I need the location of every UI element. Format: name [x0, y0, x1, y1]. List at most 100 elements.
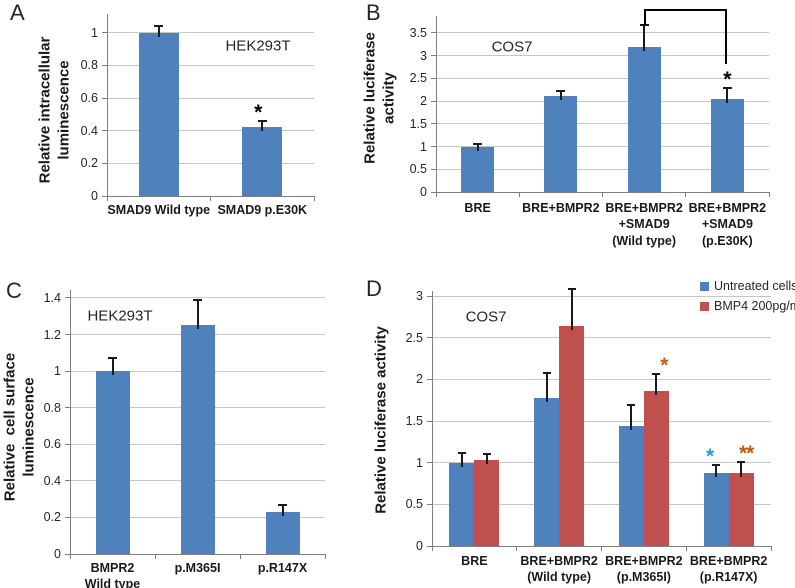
y-tick-label: 0 [420, 185, 427, 199]
y-tick-mark [102, 64, 107, 66]
error-bar-line [476, 144, 479, 151]
y-tick-label: 1.4 [43, 290, 61, 305]
legend: Untreated cells BMP4 200pg/ml [700, 276, 795, 316]
y-tick-label: 0.4 [80, 123, 98, 138]
y-axis-line [432, 291, 433, 546]
y-tick-label: 0 [91, 189, 98, 203]
bar-A-c1-s0 [242, 127, 283, 196]
y-tick-label: 0.6 [80, 91, 98, 106]
y-tick-mark [65, 480, 70, 482]
gridline [70, 516, 325, 518]
x-category-label: p.M365I [174, 561, 221, 575]
cell-line-label: HEK293T [87, 307, 153, 325]
bar-D-c0-s0 [449, 462, 475, 546]
bar-D-c2-s1 [643, 391, 669, 546]
x-axis-line [107, 196, 315, 197]
y-tick-label: 0.8 [80, 58, 98, 73]
bar-D-c0-s1 [474, 460, 500, 546]
error-bar-cap [482, 452, 491, 455]
x-axis-line [70, 554, 326, 555]
legend-row: Untreated cells [700, 276, 795, 296]
gridline [70, 443, 325, 445]
y-tick-label: 2.5 [409, 71, 427, 86]
y-tick-mark [427, 462, 432, 464]
y-tick-mark [427, 420, 432, 422]
gridline [436, 55, 769, 57]
error-bar-line [157, 26, 160, 37]
cell-line-label: COS7 [491, 38, 533, 56]
x-tick-mark [210, 196, 211, 201]
legend-swatch-icon [700, 301, 709, 311]
x-tick-mark [602, 192, 603, 197]
gridline [70, 480, 325, 482]
y-tick-mark [65, 334, 70, 336]
gridline [107, 97, 314, 99]
significance-star: * [254, 100, 263, 124]
bar-C-c0-s0 [95, 371, 130, 554]
x-category-label: BRE+BMPR2 [522, 201, 600, 215]
error-bar-line [111, 358, 114, 376]
gridline [432, 462, 771, 464]
gridline [436, 100, 769, 102]
x-tick-mark [431, 546, 433, 551]
y-tick-mark [431, 55, 436, 57]
error-bar-cap [278, 503, 287, 506]
error-bar-cap [542, 371, 551, 374]
bar-B-c0-s0 [461, 146, 495, 192]
y-tick-label: 3.5 [409, 25, 427, 40]
x-tick-mark [106, 196, 108, 201]
y-tick-label: 0.8 [43, 400, 61, 415]
error-bar-line [570, 288, 573, 331]
error-bar-cap [639, 23, 649, 26]
bar-D-c2-s0 [618, 426, 644, 546]
y-tick-label: 0.5 [405, 497, 423, 512]
gridline [432, 420, 771, 422]
significance-star: ** [738, 441, 754, 465]
x-category-label: SMAD9 p.E30K [217, 203, 308, 217]
x-tick-mark [518, 192, 520, 197]
y-tick-mark [427, 503, 432, 505]
y-tick-label: 0 [54, 547, 61, 561]
y-tick-label: 1 [420, 139, 427, 154]
y-axis-title: Relative cell surface luminescence [1, 352, 37, 502]
bar-C-c2-s0 [265, 511, 300, 554]
y-tick-mark [65, 553, 70, 555]
error-bar-cap [652, 372, 661, 375]
bar-B-c2-s0 [627, 46, 661, 192]
y-tick-label: 0.2 [43, 510, 61, 525]
panel-letter: C [6, 278, 22, 303]
y-tick-label: 1 [54, 364, 61, 379]
x-tick-mark [770, 546, 772, 551]
x-tick-mark [685, 546, 687, 551]
x-tick-mark [239, 554, 241, 559]
bar-D-c1-s0 [534, 397, 560, 546]
error-bar-line [545, 372, 548, 402]
y-tick-mark [431, 77, 436, 79]
y-tick-mark [65, 297, 70, 299]
y-tick-mark [102, 97, 107, 99]
y-tick-mark [431, 191, 436, 193]
x-axis-line [432, 546, 772, 547]
error-bar-cap [473, 143, 483, 146]
y-tick-mark [65, 370, 70, 372]
y-tick-mark [427, 337, 432, 339]
y-tick-label: 1.2 [43, 327, 61, 342]
y-tick-label: 0.4 [43, 473, 61, 488]
error-bar-line [740, 461, 743, 477]
gridline [436, 168, 769, 170]
significance-star: * [723, 67, 732, 91]
bar-B-c3-s0 [710, 98, 744, 192]
x-axis-line [436, 192, 770, 193]
y-tick-label: 0.6 [43, 437, 61, 452]
y-axis-title: Relative luciferase activity [372, 326, 390, 514]
y-tick-mark [102, 195, 107, 197]
y-axis-title: Relative luciferase activity [361, 32, 397, 164]
error-bar-cap [257, 119, 267, 122]
error-bar-line [643, 24, 646, 51]
bar-A-c0-s0 [138, 32, 179, 196]
y-axis-line [70, 290, 71, 554]
x-tick-mark [685, 192, 687, 197]
gridline [432, 503, 771, 505]
